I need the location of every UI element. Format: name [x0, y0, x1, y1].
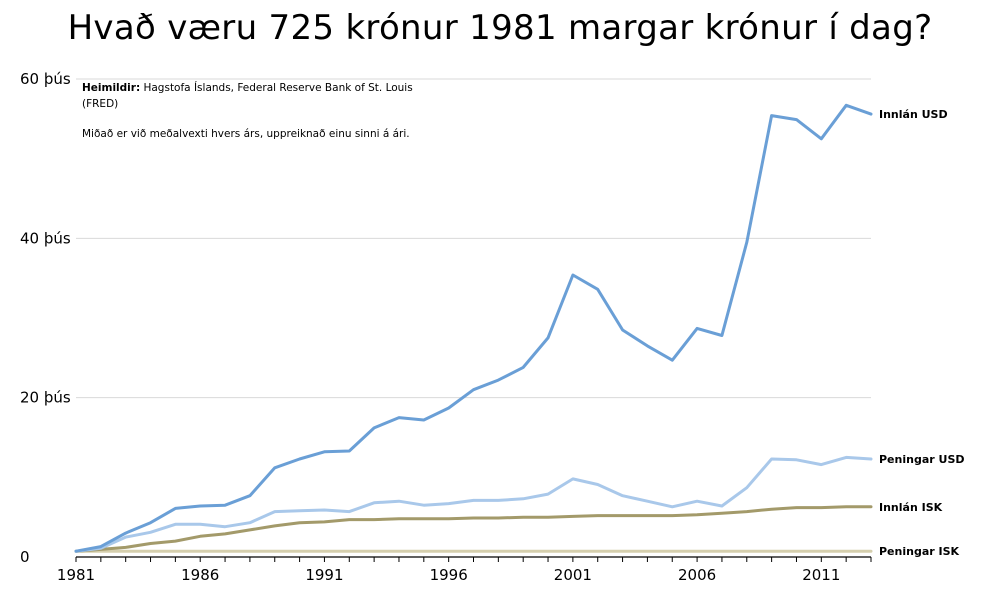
series-label: Innlán ISK — [879, 501, 943, 514]
x-tick-label: 2006 — [678, 566, 716, 584]
x-tick-label: 2011 — [802, 566, 840, 584]
series-label: Peningar ISK — [879, 545, 960, 558]
x-tick-label: 1991 — [305, 566, 343, 584]
series-label: Innlán USD — [879, 108, 948, 121]
chart-title: Hvað væru 725 krónur 1981 margar krónur … — [67, 8, 933, 48]
method-note: Miðað er við meðalvexti hvers árs, uppre… — [82, 128, 410, 140]
series-line-innlán-usd — [74, 103, 873, 553]
x-tick-label: 1986 — [181, 566, 219, 584]
y-tick-label: 40 þús — [20, 229, 71, 247]
y-axis-ticks: 0 20 þús 40 þús 60 þús — [20, 70, 71, 566]
source-note-line-1: Heimildir: Hagstofa Íslands, Federal Res… — [82, 81, 413, 94]
series-lines — [74, 103, 873, 553]
x-axis-ticks: 1981 1986 1991 1996 2001 2006 2011 — [57, 557, 872, 584]
source-note-line-2: (FRED) — [82, 98, 118, 110]
y-tick-label: 20 þús — [20, 389, 71, 407]
y-tick-label: 0 — [20, 548, 30, 566]
chart-notes: Heimildir: Hagstofa Íslands, Federal Res… — [82, 81, 413, 140]
series-labels: Innlán USD Peningar USD Innlán ISK Peningar… — [879, 108, 965, 558]
source-text: Hagstofa Íslands, Federal Reserve Bank o… — [140, 81, 413, 94]
series-label: Peningar USD — [879, 453, 965, 466]
series-line-peningar-usd — [74, 455, 873, 553]
source-label: Heimildir: — [82, 82, 140, 94]
x-tick-label: 1981 — [57, 566, 95, 584]
x-tick-label: 2001 — [554, 566, 592, 584]
gridlines — [76, 78, 871, 399]
series-line-innlán-isk — [74, 505, 873, 553]
x-tick-label: 1996 — [430, 566, 468, 584]
y-tick-label: 60 þús — [20, 70, 71, 88]
